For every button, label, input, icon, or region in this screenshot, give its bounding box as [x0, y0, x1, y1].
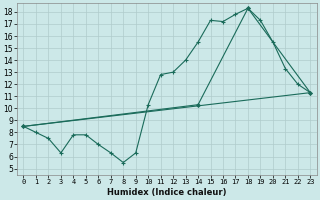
X-axis label: Humidex (Indice chaleur): Humidex (Indice chaleur): [107, 188, 227, 197]
